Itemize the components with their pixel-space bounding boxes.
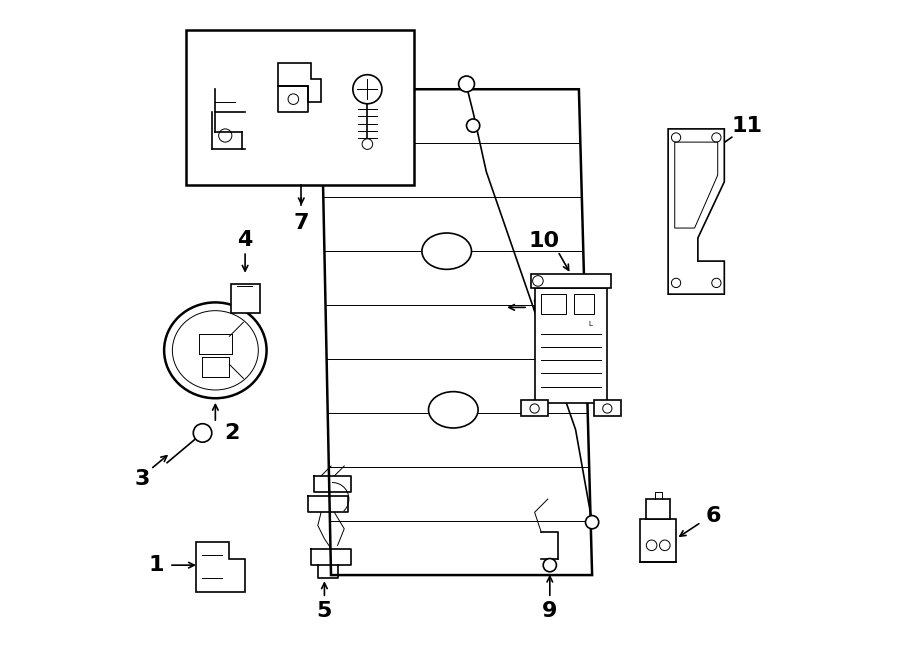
Bar <box>541 294 566 314</box>
Text: 9: 9 <box>542 602 557 621</box>
Ellipse shape <box>164 303 266 398</box>
Bar <box>230 284 259 313</box>
Circle shape <box>459 76 474 92</box>
Text: 3: 3 <box>134 469 149 489</box>
Circle shape <box>466 119 480 132</box>
Text: 8: 8 <box>532 297 547 317</box>
Text: 4: 4 <box>238 230 253 250</box>
Text: 5: 5 <box>317 602 332 621</box>
Bar <box>521 400 548 416</box>
Ellipse shape <box>422 233 472 270</box>
Text: 11: 11 <box>732 116 763 136</box>
Text: 10: 10 <box>529 231 560 251</box>
Circle shape <box>353 75 382 104</box>
Circle shape <box>194 424 212 442</box>
Bar <box>574 294 594 314</box>
Text: 7: 7 <box>293 213 309 233</box>
Bar <box>535 288 608 403</box>
Text: 2: 2 <box>224 423 239 443</box>
Polygon shape <box>668 129 724 294</box>
Polygon shape <box>321 89 592 575</box>
Polygon shape <box>195 542 245 592</box>
Text: L: L <box>589 321 593 327</box>
Circle shape <box>362 139 373 149</box>
Bar <box>646 499 670 519</box>
Ellipse shape <box>428 391 478 428</box>
Circle shape <box>544 559 556 572</box>
Bar <box>594 400 620 416</box>
Text: 6: 6 <box>706 506 721 525</box>
Bar <box>640 519 676 562</box>
Bar <box>531 274 610 288</box>
Text: 1: 1 <box>148 555 164 575</box>
Circle shape <box>586 516 598 529</box>
Bar <box>185 30 414 185</box>
